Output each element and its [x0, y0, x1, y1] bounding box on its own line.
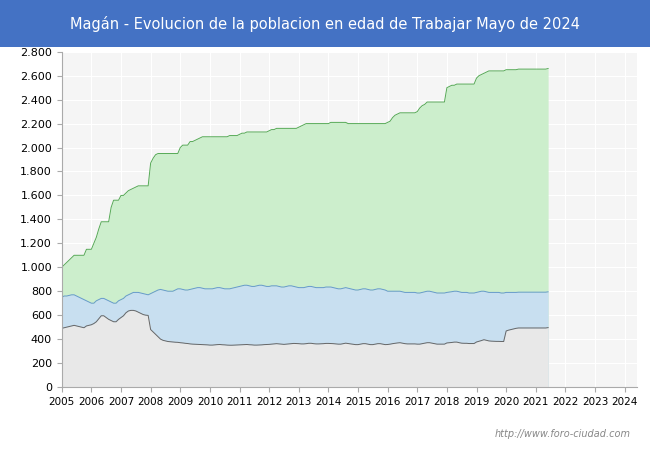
- Text: Magán - Evolucion de la poblacion en edad de Trabajar Mayo de 2024: Magán - Evolucion de la poblacion en eda…: [70, 16, 580, 32]
- Text: http://www.foro-ciudad.com: http://www.foro-ciudad.com: [495, 429, 630, 439]
